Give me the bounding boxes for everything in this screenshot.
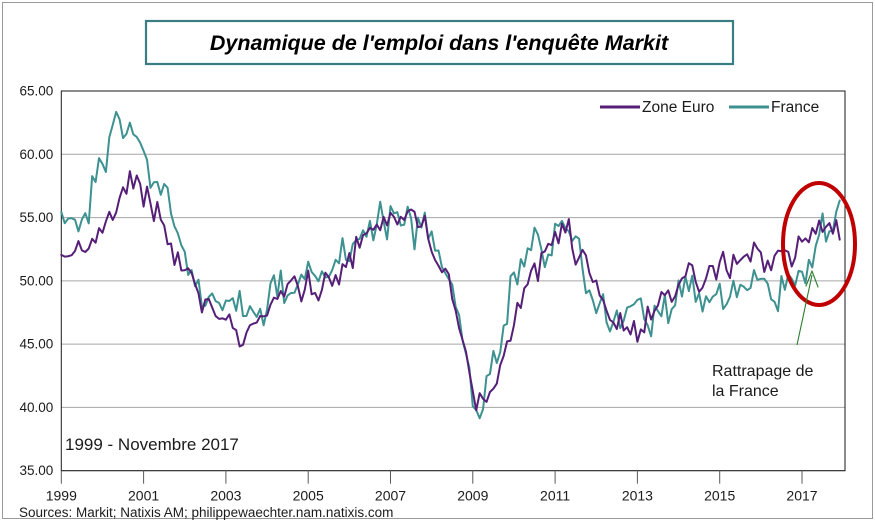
svg-text:50.00: 50.00 xyxy=(20,273,54,288)
svg-text:Dynamique de l'emploi dans l'e: Dynamique de l'emploi dans l'enquête Mar… xyxy=(210,31,669,55)
svg-text:1999 - Novembre 2017: 1999 - Novembre 2017 xyxy=(65,435,239,454)
svg-text:2007: 2007 xyxy=(375,488,406,504)
svg-text:2005: 2005 xyxy=(293,488,324,504)
svg-text:40.00: 40.00 xyxy=(20,400,54,415)
svg-text:1999: 1999 xyxy=(46,488,77,504)
svg-text:2011: 2011 xyxy=(540,488,570,504)
svg-text:Zone Euro: Zone Euro xyxy=(642,99,714,116)
svg-text:45.00: 45.00 xyxy=(20,337,54,352)
svg-text:2001: 2001 xyxy=(128,488,159,504)
svg-text:65.00: 65.00 xyxy=(20,84,54,99)
svg-text:Sources: Markit; Natixis AM; p: Sources: Markit; Natixis AM; philippewae… xyxy=(19,505,393,520)
svg-text:2017: 2017 xyxy=(786,488,817,504)
svg-text:2015: 2015 xyxy=(704,488,735,504)
svg-text:2013: 2013 xyxy=(622,488,653,504)
svg-text:Rattrapage de: Rattrapage de xyxy=(712,363,814,380)
svg-text:2009: 2009 xyxy=(457,488,488,504)
svg-text:35.00: 35.00 xyxy=(20,463,54,478)
svg-text:55.00: 55.00 xyxy=(20,210,54,225)
svg-text:la France: la France xyxy=(712,383,779,400)
svg-text:60.00: 60.00 xyxy=(20,147,54,162)
svg-text:2003: 2003 xyxy=(210,488,241,504)
svg-text:France: France xyxy=(771,99,819,116)
